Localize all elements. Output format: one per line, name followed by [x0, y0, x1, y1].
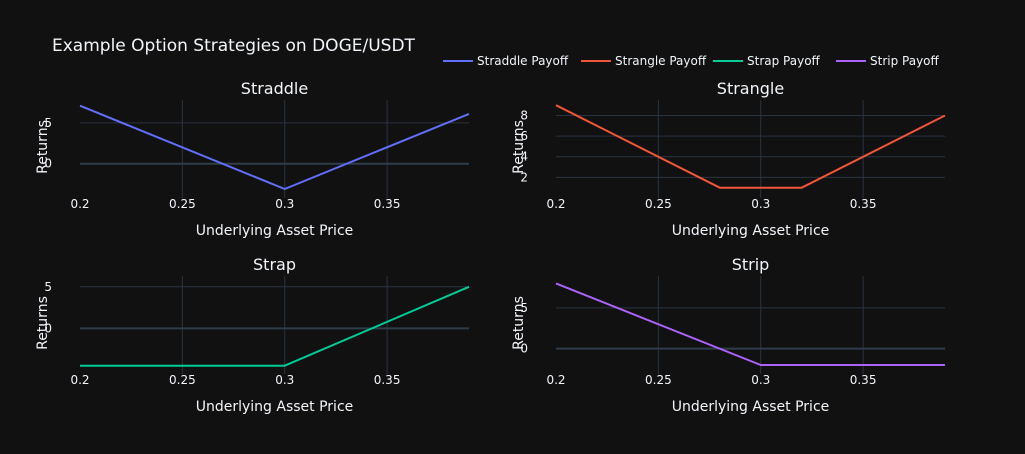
legend-item[interactable]: Strip Payoff	[836, 54, 940, 68]
x-tick-label: 0.25	[169, 197, 196, 211]
subplot-title: Strip	[732, 255, 770, 274]
series-line-straddle-payoff	[79, 104, 470, 190]
x-tick-label: 0.2	[70, 197, 89, 211]
x-tick-label: 0.35	[850, 373, 877, 387]
y-tick-label: 4	[520, 150, 528, 164]
x-tick-label: 0.3	[275, 197, 294, 211]
subplot-strap: 0.2 0.25 0.3 0.35 0 5 Strap Underlying Asset Pr…	[35, 255, 470, 415]
y-tick-label: 0	[44, 157, 52, 171]
x-axis-label: Underlying Asset Price	[672, 223, 830, 239]
x-tick-label: 0.2	[546, 373, 565, 387]
x-axis-label: Underlying Asset Price	[196, 223, 354, 239]
subplot-straddle: 0.2 0.25 0.3 0.35 0 5 Straddle Underlying Asset…	[35, 79, 470, 239]
x-tick-label: 0.2	[546, 197, 565, 211]
y-tick-label: 0	[520, 342, 528, 356]
subplot-title: Strap	[253, 255, 296, 274]
y-tick-label: 5	[520, 301, 528, 315]
subplot-strangle: 0.2 0.25 0.3 0.35 2 4 6 8 Strangle Underlying Ass…	[511, 79, 946, 239]
subplot-strip: 0.2 0.25 0.3 0.35 0 5 Strip Underlying Asset Pr…	[511, 255, 945, 415]
legend-item[interactable]: Straddle Payoff	[443, 54, 569, 68]
x-tick-label: 0.3	[751, 197, 770, 211]
series-line-strip-payoff	[555, 282, 945, 366]
y-axis-label: Returns	[35, 296, 51, 350]
y-tick-label: 8	[520, 108, 528, 122]
y-tick-label: 2	[520, 170, 528, 184]
legend-label: Strip Payoff	[870, 54, 940, 68]
x-tick-label: 0.3	[751, 373, 770, 387]
y-tick-label: 0	[44, 321, 52, 335]
x-axis-label: Underlying Asset Price	[196, 399, 354, 415]
y-axis-label: Returns	[511, 296, 527, 350]
legend[interactable]: Straddle Payoff Strangle Payoff Strap Payo…	[443, 54, 940, 68]
subplot-title: Straddle	[241, 79, 308, 98]
y-tick-label: 5	[44, 280, 52, 294]
x-tick-label: 0.2	[70, 373, 89, 387]
x-tick-label: 0.35	[374, 197, 401, 211]
legend-label: Strangle Payoff	[615, 54, 707, 68]
subplot-title: Strangle	[717, 79, 784, 98]
x-tick-label: 0.3	[275, 373, 294, 387]
x-axis-label: Underlying Asset Price	[672, 399, 830, 415]
legend-item[interactable]: Strap Payoff	[713, 54, 821, 68]
y-tick-label: 5	[44, 116, 52, 130]
x-tick-label: 0.35	[374, 373, 401, 387]
x-tick-label: 0.25	[645, 197, 672, 211]
legend-label: Straddle Payoff	[477, 54, 569, 68]
series-line-strangle-payoff	[555, 104, 946, 189]
figure-title: Example Option Strategies on DOGE/USDT	[52, 36, 416, 56]
x-tick-label: 0.25	[645, 373, 672, 387]
x-tick-label: 0.35	[850, 197, 877, 211]
y-axis-label: Returns	[35, 120, 51, 174]
y-axis-label: Returns	[511, 120, 527, 174]
y-tick-label: 6	[520, 129, 528, 143]
series-line-strap-payoff	[80, 285, 470, 367]
x-tick-label: 0.25	[169, 373, 196, 387]
legend-label: Strap Payoff	[747, 54, 821, 68]
legend-item[interactable]: Strangle Payoff	[581, 54, 707, 68]
